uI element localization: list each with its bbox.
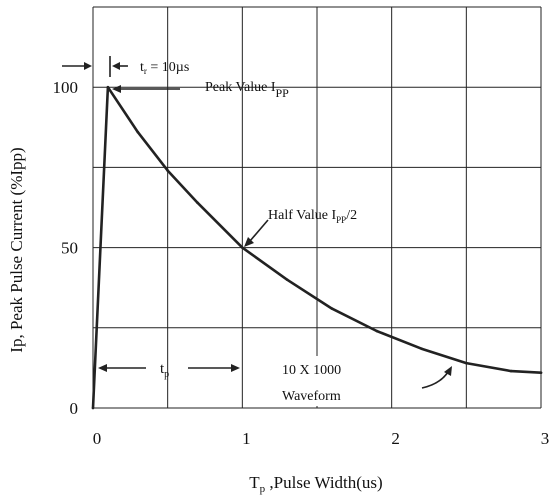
tp-annotation: tp [98,361,240,380]
peak-value-label: Peak Value IPP [205,80,289,100]
waveform-label-bg [250,356,390,406]
peak-value-annotation: Peak Value IPP [112,80,289,100]
waveform-arrowhead [444,366,452,376]
x-tick-label: 2 [391,429,400,448]
waveform-label-line2: Waveform [282,389,341,404]
tp-arrowhead-right [231,364,240,372]
y-tick-label: 100 [53,78,79,97]
tp-arrowhead-left [98,364,107,372]
x-axis-label: Tp ,Pulse Width(us) [249,473,382,495]
series-point [91,406,95,410]
waveform-arrow [421,371,449,389]
series-point [166,169,169,172]
series-point [420,347,423,350]
series-point [285,278,289,281]
x-tick-label: 0 [93,429,102,448]
half-value-annotation: Half Value IPP/2 [244,208,357,247]
series-point [106,85,110,89]
y-tick-label: 0 [70,399,79,418]
rise-arrowhead-right [112,62,120,70]
series-point [509,369,513,373]
x-tick-labels: 0 1 2 3 [93,429,550,448]
half-value-label: Half Value IPP/2 [268,208,357,225]
rise-arrowhead-left [84,62,92,70]
half-arrow [249,219,269,242]
series-point [196,201,199,204]
series-point [136,130,140,134]
series-points [91,85,543,410]
series-point [330,307,334,310]
series-point [375,329,379,333]
series-point [539,371,543,375]
half-arrowhead [244,237,254,247]
y-axis-label: Ip, Peak Pulse Current (%Ipp) [7,147,26,352]
peak-arrowhead [112,85,121,93]
series-point [465,361,468,365]
waveform-label-line1: 10 X 1000 [282,363,341,378]
y-tick-label: 50 [61,239,78,258]
waveform-annotation: 10 X 1000 Waveform [250,356,452,406]
x-tick-label: 3 [541,429,550,448]
x-tick-label: 1 [242,429,251,448]
rise-time-label: tr = 10µs [140,60,189,76]
series-point [241,246,244,249]
y-tick-labels: 0 50 100 [53,78,79,418]
grid [92,6,542,409]
rise-time-annotation: tr = 10µs [62,56,189,77]
tp-label: tp [160,361,169,380]
